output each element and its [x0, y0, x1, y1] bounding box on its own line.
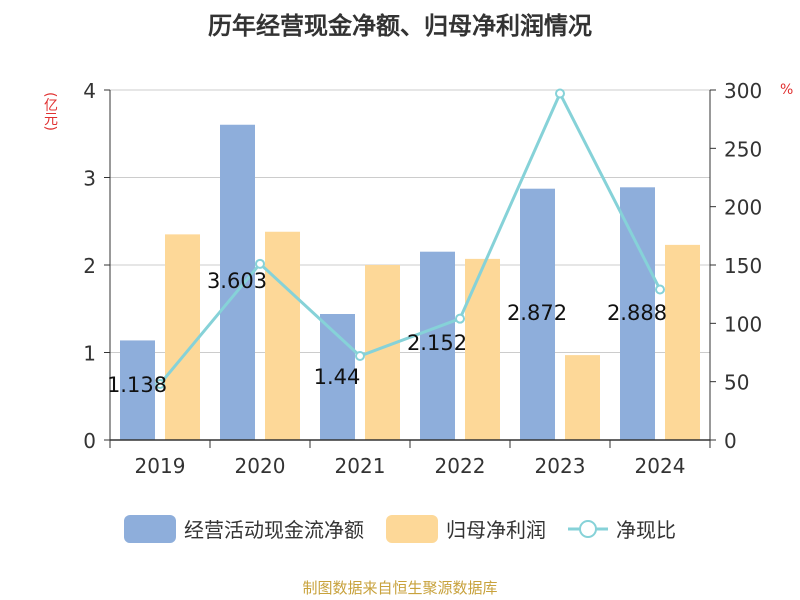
right-tick-label-3: 150 [724, 254, 762, 278]
right-axis-unit: % [780, 82, 794, 98]
cash-data-label-2019: 1.138 [107, 373, 167, 397]
legend-swatch-cash [124, 514, 176, 543]
ratio-point-2020 [255, 258, 265, 269]
bar-profit-2023 [565, 355, 600, 440]
right-tick-label-2: 100 [724, 312, 762, 336]
ratio-point-2023 [555, 88, 565, 99]
cash-data-label-2020: 3.603 [207, 269, 267, 293]
x-tick-label-2023: 2023 [535, 454, 586, 478]
legend-label-profit: 归母净利润 [446, 518, 546, 542]
x-tick-label-2020: 2020 [235, 454, 286, 478]
x-tick-label-2024: 2024 [635, 454, 686, 478]
bar-profit-2022 [465, 258, 500, 440]
cash-data-label-2024: 2.888 [607, 301, 667, 325]
ratio-point-2021 [355, 351, 365, 361]
right-tick-label-1: 50 [724, 371, 749, 395]
left-tick-label-3: 3 [83, 167, 96, 191]
right-tick-label-0: 0 [724, 429, 737, 453]
ratio-point-2022 [455, 313, 465, 324]
bar-cash-2020 [220, 124, 255, 441]
right-tick-label-6: 300 [724, 79, 762, 103]
ratio-line [158, 90, 662, 385]
legend-item-cash[interactable]: 经营活动现金流净额 [124, 514, 364, 543]
cash-data-label-2023: 2.872 [507, 301, 567, 325]
right-tick-label-4: 200 [724, 196, 762, 220]
right-tick-label-5: 250 [724, 137, 762, 161]
left-tick-label-1: 1 [83, 342, 96, 366]
bar-cash-2024 [620, 187, 655, 440]
legend-item-profit[interactable]: 归母净利润 [386, 514, 546, 543]
chart-title: 历年经营现金净额、归母净利润情况 [208, 12, 592, 40]
source-note: 制图数据来自恒生聚源数据库 [302, 579, 498, 597]
bar-profit-2019 [165, 234, 200, 440]
left-axis-unit: (亿元) [42, 92, 58, 131]
bar-profit-2020 [265, 231, 300, 440]
ratio-point-2024 [655, 284, 665, 295]
bar-cash-2023 [520, 188, 555, 440]
bar-profit-2024 [665, 244, 700, 440]
x-tick-label-2021: 2021 [335, 454, 386, 478]
left-tick-label-4: 4 [83, 79, 96, 103]
legend-item-ratio[interactable]: 净现比 [568, 514, 676, 543]
bar-cash-2019 [120, 340, 155, 440]
legend-swatch-profit [386, 514, 438, 543]
legend-label-cash: 经营活动现金流净额 [184, 518, 364, 542]
x-tick-label-2022: 2022 [435, 454, 486, 478]
legend-swatch-ratio [568, 519, 608, 538]
bar-cash-2022 [420, 251, 455, 440]
cash-data-label-2021: 1.44 [314, 365, 361, 389]
legend-label-ratio: 净现比 [616, 518, 676, 542]
x-tick-label-2019: 2019 [135, 454, 186, 478]
cash-data-label-2022: 2.152 [407, 331, 467, 355]
left-tick-label-2: 2 [83, 254, 96, 278]
left-tick-label-0: 0 [83, 429, 96, 453]
legend: 经营活动现金流净额 归母净利润 净现比 [0, 514, 800, 543]
ratio-point-2019 [155, 379, 165, 389]
